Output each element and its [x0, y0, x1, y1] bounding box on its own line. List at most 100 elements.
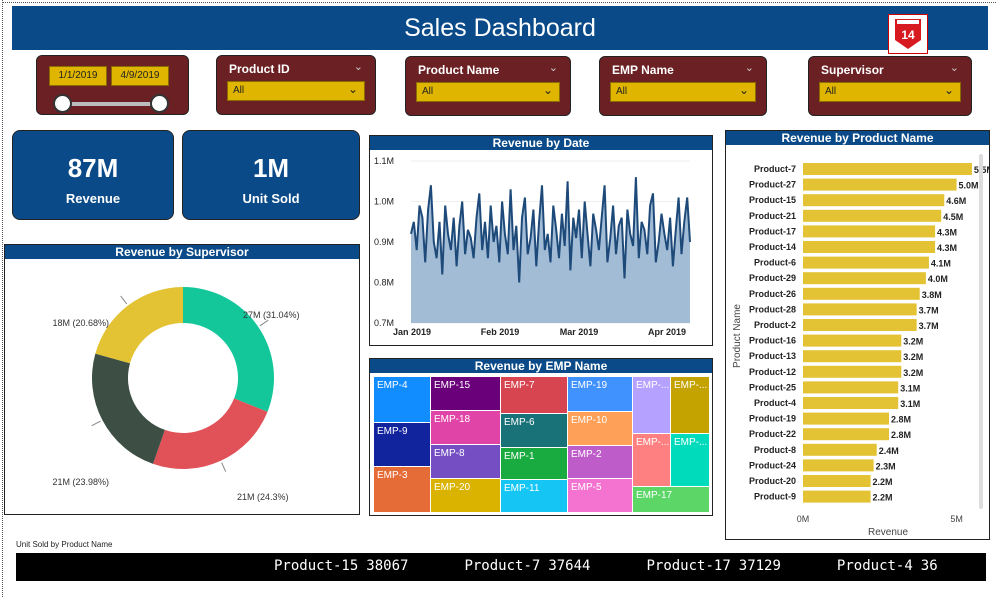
bar-value-label: 3.7M	[919, 321, 939, 331]
bar-category-label: Product-25	[749, 382, 796, 392]
treemap-cell[interactable]: EMP-15	[431, 377, 500, 410]
bar-category-label: Product-15	[749, 195, 796, 205]
date-range-track[interactable]	[62, 102, 157, 106]
treemap-cell[interactable]: EMP-20	[431, 479, 500, 512]
collapse-chevron-icon[interactable]: ⌄	[548, 62, 558, 74]
treemap-cell[interactable]: EMP-6	[501, 414, 567, 447]
treemap-cell[interactable]: EMP-...	[633, 377, 670, 433]
bar[interactable]	[803, 365, 902, 378]
treemap-cell[interactable]: EMP-4	[374, 377, 430, 422]
revenue-by-supervisor-panel[interactable]: Revenue by Supervisor 27M (31.04%) 21M (2…	[4, 244, 360, 515]
revenue-by-emp-panel[interactable]: Revenue by EMP Name EMP-4 EMP-9 EMP-3 EMP-1…	[369, 358, 713, 516]
date-end-input[interactable]: 4/9/2019	[111, 66, 169, 86]
bar[interactable]	[803, 209, 942, 222]
donut-slice[interactable]	[153, 398, 268, 469]
donut-slice[interactable]	[95, 287, 183, 364]
donut-slice[interactable]	[92, 353, 165, 464]
donut-slice[interactable]	[183, 287, 275, 412]
supervisor-slicer: Supervisor ⌄ All ⌄	[808, 56, 972, 116]
supervisor-label: Supervisor	[821, 63, 884, 77]
bar[interactable]	[803, 287, 920, 300]
bar[interactable]	[803, 225, 936, 238]
units-sold-card[interactable]: 1M Unit Sold	[182, 130, 360, 220]
collapse-chevron-icon[interactable]: ⌄	[744, 62, 754, 74]
bar[interactable]	[803, 381, 899, 394]
y-tick-label: 1.0M	[374, 197, 394, 207]
treemap-cell[interactable]: EMP-8	[431, 445, 500, 478]
ticker-item: Product-4 36	[837, 558, 938, 574]
ticker-items: Product-15 38067 Product-7 37644 Product-17 3…	[274, 558, 986, 574]
bar-category-label: Product-22	[749, 429, 796, 439]
bar-value-label: 2.2M	[873, 477, 893, 487]
bar[interactable]	[803, 178, 957, 191]
bar[interactable]	[803, 350, 902, 363]
donut-leader-line	[221, 462, 227, 472]
donut-title: Revenue by Supervisor	[5, 245, 359, 259]
product-id-value: All	[233, 85, 245, 96]
date-start-handle[interactable]	[53, 94, 72, 113]
treemap-cell[interactable]: EMP-3	[374, 467, 430, 512]
treemap-cell[interactable]: EMP-9	[374, 423, 430, 466]
collapse-chevron-icon[interactable]: ⌄	[353, 61, 363, 73]
bar-value-label: 2.8M	[891, 430, 911, 440]
bar-chart[interactable]: Product-75.5MProduct-275.0MProduct-154.6…	[726, 146, 989, 539]
ticker-product-name: Product-15	[274, 558, 359, 574]
y-tick-label: 0.8M	[374, 278, 394, 288]
donut-slice-label: 27M (31.04%)	[243, 310, 300, 320]
treemap-cell[interactable]: EMP-...	[671, 434, 709, 486]
product-id-label: Product ID	[229, 62, 290, 76]
revenue-by-product-panel[interactable]: Revenue by Product Name Product-75.5MPro…	[725, 130, 990, 540]
treemap-cell-label: EMP-2	[571, 449, 602, 460]
bar[interactable]	[803, 272, 926, 285]
bar[interactable]	[803, 459, 874, 472]
treemap-cell[interactable]: EMP-...	[671, 377, 709, 433]
treemap-cell[interactable]: EMP-...	[633, 434, 670, 486]
bar[interactable]	[803, 397, 899, 409]
treemap-cell[interactable]: EMP-17	[633, 487, 709, 512]
supervisor-dropdown[interactable]: All ⌄	[819, 82, 961, 102]
bar[interactable]	[803, 163, 972, 175]
page-title: Sales Dashboard	[404, 14, 596, 42]
bar[interactable]	[803, 443, 877, 456]
treemap-cell[interactable]: EMP-7	[501, 377, 567, 413]
bar[interactable]	[803, 194, 945, 207]
bar[interactable]	[803, 428, 889, 441]
treemap-chart[interactable]: EMP-4 EMP-9 EMP-3 EMP-15 EMP-18 EMP-8 EMP-20 EM…	[374, 377, 710, 513]
revenue-card[interactable]: 87M Revenue	[12, 130, 174, 220]
logo-number: 14	[901, 28, 915, 42]
y-tick-label: 0.9M	[374, 237, 394, 247]
donut-slice-label: 21M (23.98%)	[52, 477, 109, 487]
treemap-cell[interactable]: EMP-19	[568, 377, 632, 411]
treemap-cell[interactable]: EMP-5	[568, 479, 632, 512]
bar[interactable]	[803, 319, 917, 331]
bar[interactable]	[803, 412, 889, 425]
product-id-dropdown[interactable]: All ⌄	[227, 81, 365, 101]
treemap-cell[interactable]: EMP-1	[501, 448, 567, 479]
donut-chart[interactable]: 27M (31.04%) 21M (24.3%) 21M (23.98%) 18M (…	[5, 260, 359, 514]
treemap-cell[interactable]: EMP-11	[501, 480, 567, 512]
date-start-input[interactable]: 1/1/2019	[49, 66, 107, 86]
treemap-cell-label: EMP-17	[636, 490, 673, 501]
collapse-chevron-icon[interactable]: ⌄	[949, 62, 959, 74]
bar-category-label: Product-13	[749, 351, 796, 361]
revenue-line[interactable]	[410, 177, 691, 283]
x-tick-label: Mar 2019	[560, 327, 599, 337]
vertical-scrollbar[interactable]	[979, 154, 983, 509]
treemap-cell[interactable]: EMP-10	[568, 412, 632, 445]
treemap-cell[interactable]: EMP-18	[431, 411, 500, 444]
ticker-item: Product-7 37644	[464, 558, 590, 574]
product-name-dropdown[interactable]: All ⌄	[416, 82, 560, 102]
emp-name-dropdown[interactable]: All ⌄	[610, 82, 756, 102]
treemap-cell[interactable]: EMP-2	[568, 446, 632, 478]
bar[interactable]	[803, 490, 871, 503]
date-end-handle[interactable]	[150, 94, 169, 113]
bar-category-label: Product-24	[749, 460, 796, 470]
bar[interactable]	[803, 303, 917, 316]
bar[interactable]	[803, 475, 871, 487]
bar[interactable]	[803, 334, 902, 347]
revenue-area	[411, 177, 690, 323]
revenue-by-date-panel[interactable]: Revenue by Date 1.1M 1.0M 0.9M 0.8M 0.7M Jan …	[369, 135, 713, 346]
bar[interactable]	[803, 241, 936, 253]
bar[interactable]	[803, 256, 929, 269]
